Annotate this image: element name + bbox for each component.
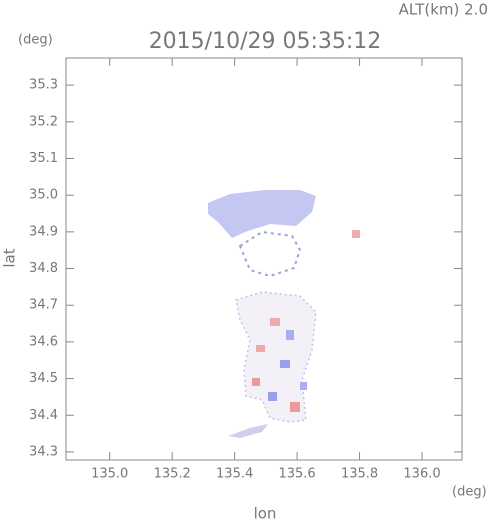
y-unit: (deg) xyxy=(18,33,53,48)
echo-cell xyxy=(268,392,277,401)
y-tick-label: 34.5 xyxy=(29,371,58,386)
x-tick-label: 135.8 xyxy=(341,467,378,482)
x-tick-label: 136.0 xyxy=(403,467,440,482)
y-tick-label: 34.3 xyxy=(29,444,58,459)
x-axis-label: lon xyxy=(254,505,277,521)
x-unit: (deg) xyxy=(452,485,487,500)
y-tick-label: 35.3 xyxy=(29,78,58,93)
y-tick-label: 35.0 xyxy=(29,188,58,203)
echo-region xyxy=(208,190,316,238)
echo-region xyxy=(228,424,268,438)
y-tick-label: 34.9 xyxy=(29,224,58,239)
echo-cell xyxy=(252,378,260,386)
echo-region xyxy=(235,291,317,423)
echo-edge xyxy=(238,230,302,278)
y-tick-label: 34.6 xyxy=(29,334,58,349)
plot-frame xyxy=(65,57,463,461)
y-tick-label: 34.4 xyxy=(29,408,58,423)
x-tick-label: 135.2 xyxy=(154,467,191,482)
echo-cell xyxy=(352,230,360,238)
echo-cell xyxy=(300,382,307,390)
y-tick-label: 35.1 xyxy=(29,151,58,166)
x-tick-label: 135.6 xyxy=(278,467,315,482)
echo-cell xyxy=(286,330,294,340)
y-tick-label: 34.8 xyxy=(29,261,58,276)
y-tick-label: 35.2 xyxy=(29,114,58,129)
x-tick-label: 135.0 xyxy=(91,467,128,482)
y-axis-label: lat xyxy=(1,248,19,267)
x-tick-label: 135.4 xyxy=(216,467,253,482)
echo-cell xyxy=(256,345,265,352)
echo-cell xyxy=(290,402,300,412)
altitude-label: ALT(km) 2.0 xyxy=(399,1,488,19)
echo-cell xyxy=(270,318,280,326)
chart-title: 2015/10/29 05:35:12 xyxy=(149,29,382,54)
radar-echo xyxy=(208,190,360,438)
y-tick-label: 34.7 xyxy=(29,298,58,313)
echo-cell xyxy=(280,360,290,368)
